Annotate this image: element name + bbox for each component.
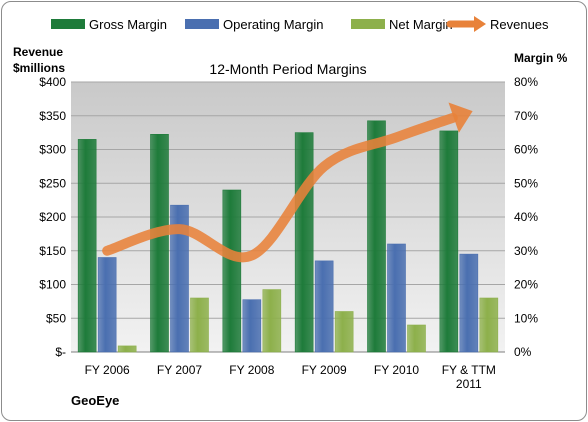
left-tick-label: $250 bbox=[39, 176, 66, 190]
bar-net-margin bbox=[407, 324, 426, 353]
left-tick-label: $300 bbox=[39, 143, 66, 157]
right-tick-label: 80% bbox=[514, 75, 538, 89]
left-tick-label: $350 bbox=[39, 109, 66, 123]
category-label: FY 2010 bbox=[374, 363, 419, 377]
bar-gross-margin bbox=[439, 130, 459, 353]
left-tick-label: $50 bbox=[46, 311, 66, 325]
category-label: FY 2009 bbox=[302, 363, 347, 377]
bar-operating-margin bbox=[459, 253, 479, 353]
left-tick-label: $400 bbox=[39, 75, 66, 89]
left-tick-label: $- bbox=[55, 345, 66, 359]
category-label: 2011 bbox=[456, 377, 482, 391]
category-label: FY 2008 bbox=[229, 363, 274, 377]
left-tick-label: $150 bbox=[39, 244, 66, 258]
left-axis-label: $millions bbox=[13, 61, 65, 75]
right-tick-label: 30% bbox=[514, 244, 538, 258]
right-tick-label: 10% bbox=[514, 311, 538, 325]
legend-label: Net Margin bbox=[389, 17, 453, 32]
legend-label: Gross Margin bbox=[89, 17, 167, 32]
revenue-arrowhead bbox=[448, 102, 473, 133]
right-tick-label: 70% bbox=[514, 109, 538, 123]
bar-net-margin bbox=[117, 345, 137, 353]
right-tick-label: 20% bbox=[514, 278, 538, 292]
bar-gross-margin bbox=[222, 189, 242, 353]
legend-swatch bbox=[351, 19, 385, 29]
legend-arrowhead bbox=[474, 16, 486, 32]
category-label: FY & TTM bbox=[442, 363, 496, 377]
bar-gross-margin bbox=[150, 134, 169, 353]
bar-operating-margin bbox=[387, 243, 406, 353]
bar-operating-margin bbox=[314, 260, 334, 353]
right-axis-label: Margin % bbox=[514, 51, 568, 65]
left-axis-label: Revenue bbox=[13, 45, 63, 59]
revenue-line bbox=[102, 112, 458, 263]
legend-swatch bbox=[185, 19, 219, 29]
right-tick-label: 60% bbox=[514, 143, 538, 157]
bar-net-margin bbox=[262, 289, 282, 353]
right-tick-label: 40% bbox=[514, 210, 538, 224]
bar-net-margin bbox=[479, 297, 499, 353]
left-tick-label: $200 bbox=[39, 210, 66, 224]
chart-title: 12-Month Period Margins bbox=[209, 61, 366, 77]
bar-gross-margin bbox=[77, 139, 97, 353]
bar-operating-margin bbox=[97, 257, 117, 353]
bar-net-margin bbox=[334, 311, 354, 353]
legend-swatch bbox=[51, 19, 85, 29]
bar-gross-margin bbox=[367, 120, 386, 353]
bar-operating-margin bbox=[170, 204, 189, 353]
bar-gross-margin bbox=[294, 132, 314, 353]
category-label: FY 2007 bbox=[157, 363, 202, 377]
right-tick-label: 0% bbox=[514, 345, 532, 359]
right-tick-label: 50% bbox=[514, 176, 538, 190]
bar-net-margin bbox=[190, 297, 209, 353]
legend-label: Revenues bbox=[490, 17, 549, 32]
legend-label: Operating Margin bbox=[223, 17, 323, 32]
company-label: GeoEye bbox=[71, 393, 119, 408]
bar-operating-margin bbox=[242, 299, 262, 353]
category-label: FY 2006 bbox=[85, 363, 130, 377]
left-tick-label: $100 bbox=[39, 278, 66, 292]
